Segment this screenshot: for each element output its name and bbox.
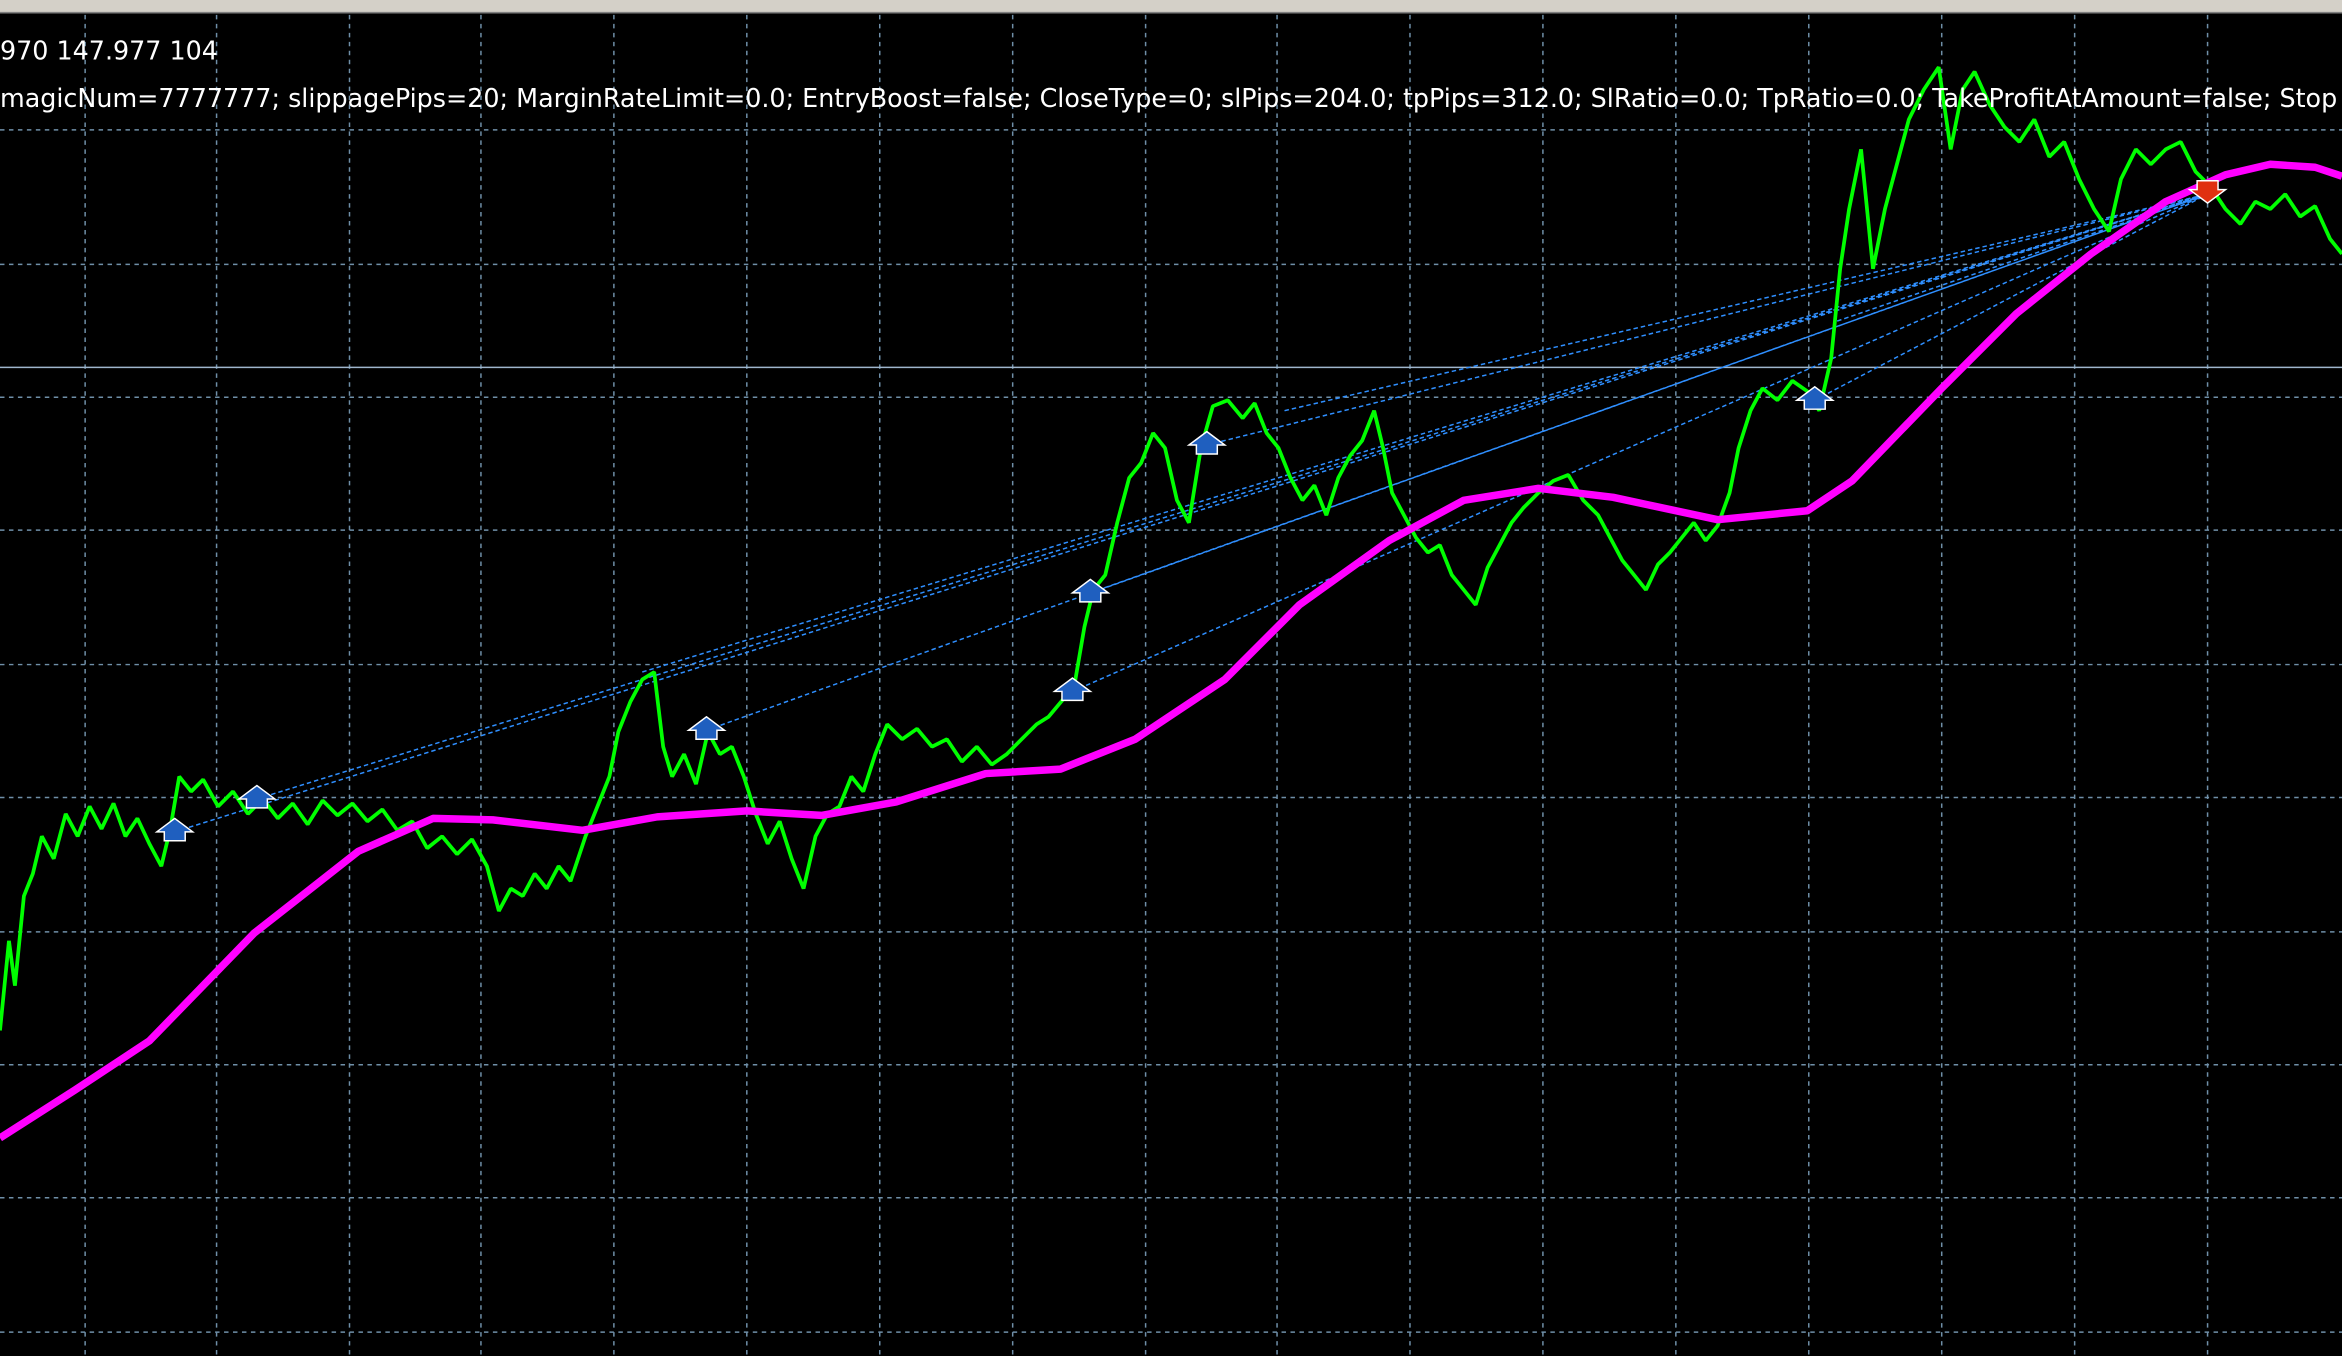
price-bars [0, 66, 2342, 1031]
buy-arrow [1052, 677, 1093, 702]
buy-arrow [1794, 385, 1835, 410]
price-info: 970 147.977 104 [0, 35, 218, 65]
close-arrow [2187, 179, 2228, 205]
trade-arrows [154, 179, 2228, 842]
buy-arrow [1186, 430, 1228, 455]
buy-arrow [154, 817, 195, 842]
trade-connector [174, 193, 2208, 833]
moving-average [0, 160, 2342, 1142]
buy-arrow [1070, 578, 1111, 603]
trade-lines [174, 193, 2208, 833]
window-border [0, 0, 2342, 12]
ea-parameters: magicNum=7777777; slippagePips=20; Margi… [0, 83, 2337, 113]
buy-arrow [686, 715, 727, 740]
buy-arrow [236, 784, 278, 809]
